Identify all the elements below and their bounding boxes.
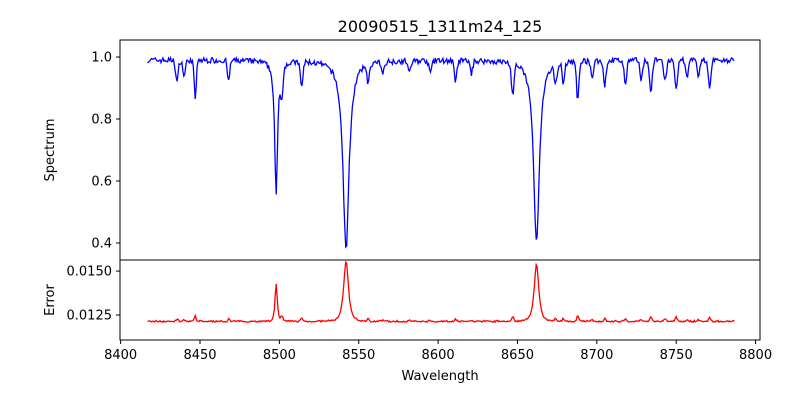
- ytick-label: 0.4: [91, 236, 112, 251]
- spectrum-axes: 0.4 0.6 0.8 1.0: [91, 39, 761, 261]
- xtick-label: 8400: [104, 348, 137, 363]
- xtick-label: 8450: [183, 348, 216, 363]
- ytick-label: 0.6: [91, 174, 112, 189]
- ytick-label: 0.0125: [67, 309, 113, 324]
- error-axes: 0.0125 0.0150 8400 8450 8500 8550 8600 8650 8700…: [67, 259, 772, 363]
- error-line: [147, 260, 735, 324]
- xtick-label: 8550: [342, 348, 375, 363]
- ytick-label: 0.0150: [67, 265, 113, 280]
- xlabel: Wavelength: [401, 369, 478, 384]
- xtick-label: 8650: [501, 348, 534, 363]
- xtick-label: 8500: [263, 348, 296, 363]
- chart-title: 20090515_1311m24_125: [338, 17, 543, 37]
- ytick-label: 1.0: [91, 51, 112, 66]
- ytick-label: 0.8: [91, 113, 112, 128]
- error-frame: [119, 259, 761, 341]
- xtick-label: 8800: [739, 348, 772, 363]
- bottom-ylabel: Error: [43, 284, 58, 316]
- spectrum-line: [147, 55, 735, 249]
- xtick-label: 8600: [422, 348, 455, 363]
- xtick-label: 8750: [660, 348, 693, 363]
- top-ylabel: Spectrum: [43, 119, 58, 182]
- xtick-label: 8700: [580, 348, 613, 363]
